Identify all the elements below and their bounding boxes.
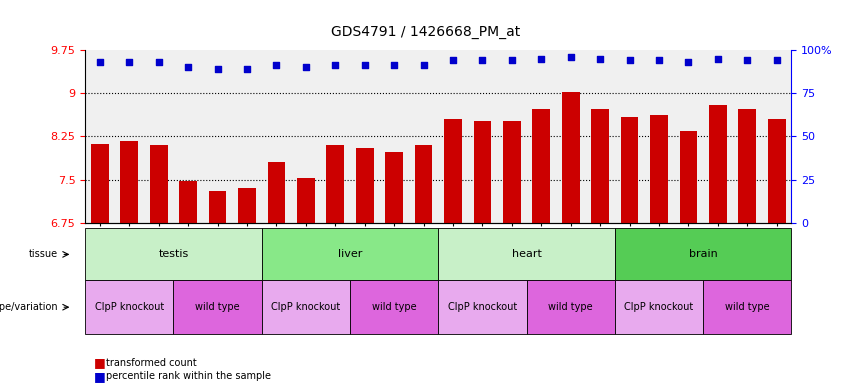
Bar xyxy=(620,118,638,223)
Point xyxy=(446,57,460,63)
Point xyxy=(476,57,489,63)
Bar xyxy=(121,141,138,223)
Text: ClpP knockout: ClpP knockout xyxy=(94,302,164,312)
Point xyxy=(387,63,401,69)
Text: GDS4791 / 1426668_PM_at: GDS4791 / 1426668_PM_at xyxy=(331,25,520,39)
Bar xyxy=(297,178,315,223)
Bar xyxy=(739,109,757,223)
Text: heart: heart xyxy=(511,249,541,260)
Text: percentile rank within the sample: percentile rank within the sample xyxy=(106,371,271,381)
Point xyxy=(740,57,754,63)
Text: ClpP knockout: ClpP knockout xyxy=(625,302,694,312)
Point xyxy=(711,56,725,62)
Point xyxy=(593,56,607,62)
Bar xyxy=(267,162,285,223)
Point xyxy=(564,54,578,60)
Bar xyxy=(414,145,432,223)
Bar xyxy=(473,121,491,223)
Point xyxy=(358,63,372,69)
Bar xyxy=(562,92,580,223)
Text: ■: ■ xyxy=(94,356,106,369)
Point xyxy=(682,59,695,65)
Point xyxy=(93,59,106,65)
Bar xyxy=(150,145,168,223)
Text: ClpP knockout: ClpP knockout xyxy=(448,302,517,312)
Point xyxy=(211,66,225,72)
Point xyxy=(652,57,665,63)
Point xyxy=(505,57,518,63)
Point xyxy=(417,63,431,69)
Text: liver: liver xyxy=(338,249,363,260)
Text: wild type: wild type xyxy=(725,302,769,312)
Bar xyxy=(180,181,197,223)
Text: tissue: tissue xyxy=(29,249,58,260)
Text: genotype/variation: genotype/variation xyxy=(0,302,58,312)
Text: wild type: wild type xyxy=(195,302,240,312)
Point xyxy=(623,57,637,63)
Point xyxy=(328,63,342,69)
Bar xyxy=(238,188,256,223)
Bar xyxy=(680,131,697,223)
Point xyxy=(534,56,548,62)
Point xyxy=(770,57,784,63)
Text: testis: testis xyxy=(158,249,189,260)
Bar xyxy=(327,145,344,223)
Bar xyxy=(91,144,109,223)
Text: wild type: wild type xyxy=(548,302,593,312)
Text: brain: brain xyxy=(688,249,717,260)
Bar xyxy=(650,115,668,223)
Point xyxy=(299,64,312,70)
Text: wild type: wild type xyxy=(372,302,416,312)
Bar xyxy=(709,104,727,223)
Bar xyxy=(208,191,226,223)
Point xyxy=(181,64,195,70)
Bar xyxy=(444,119,462,223)
Bar xyxy=(533,109,550,223)
Bar xyxy=(768,119,785,223)
Bar xyxy=(503,121,521,223)
Point xyxy=(240,66,254,72)
Point xyxy=(123,59,136,65)
Point xyxy=(270,63,283,69)
Bar xyxy=(356,148,374,223)
Bar xyxy=(386,152,403,223)
Point xyxy=(151,59,165,65)
Bar xyxy=(591,109,609,223)
Text: transformed count: transformed count xyxy=(106,358,197,368)
Text: ClpP knockout: ClpP knockout xyxy=(271,302,340,312)
Text: ■: ■ xyxy=(94,370,106,383)
